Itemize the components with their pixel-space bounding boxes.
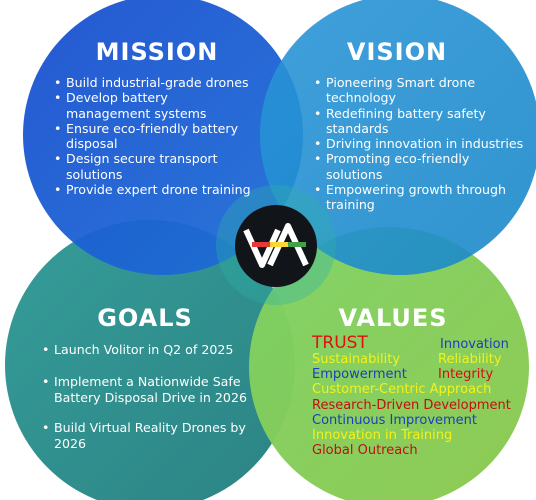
mission-item: Build industrial-grade drones bbox=[52, 75, 292, 91]
goals-title: GOALS bbox=[97, 304, 193, 332]
value-word: Global Outreach bbox=[312, 443, 418, 458]
goals-item: Implement a Nationwide Safe Battery Disp… bbox=[40, 374, 264, 406]
value-word: Integrity bbox=[438, 367, 494, 382]
vision-item: Redefining battery safety standards bbox=[312, 106, 521, 137]
mission-title: MISSION bbox=[95, 38, 219, 66]
vision-item: Empowering growth through training bbox=[312, 182, 526, 213]
value-word: Reliability bbox=[438, 352, 502, 367]
mission-section: MISSION Build industrial-grade drones De… bbox=[52, 38, 292, 198]
vision-item: Pioneering Smart drone technology bbox=[312, 75, 501, 106]
vision-section: VISION Pioneering Smart drone technology… bbox=[312, 38, 532, 213]
goals-list: Launch Volitor in Q2 of 2025 Implement a… bbox=[40, 342, 280, 452]
mission-item: Develop battery management systems bbox=[52, 90, 236, 121]
vision-list: Pioneering Smart drone technology Redefi… bbox=[312, 75, 532, 213]
vision-item: Driving innovation in industries bbox=[312, 136, 532, 152]
vision-title: VISION bbox=[346, 38, 448, 66]
values-title: VALUES bbox=[338, 304, 448, 332]
values-circle bbox=[249, 227, 529, 500]
logo-stripe-red bbox=[252, 242, 270, 247]
goals-item: Launch Volitor in Q2 of 2025 bbox=[40, 342, 280, 358]
value-word: Research-Driven Development bbox=[312, 398, 511, 413]
logo-stripe-green bbox=[288, 242, 306, 247]
mission-item: Provide expert drone training bbox=[52, 182, 292, 198]
goals-section: GOALS Launch Volitor in Q2 of 2025 Imple… bbox=[40, 304, 280, 466]
value-word: Sustainability bbox=[312, 352, 401, 367]
value-word: Empowerment bbox=[312, 367, 407, 382]
logo-v-stroke bbox=[243, 228, 281, 268]
logo-badge bbox=[235, 205, 317, 287]
value-word: TRUST bbox=[312, 333, 368, 353]
mission-list: Build industrial-grade drones Develop ba… bbox=[52, 75, 292, 198]
goals-item: Build Virtual Reality Drones by 2026 bbox=[40, 420, 264, 452]
values-section: VALUES bbox=[300, 304, 486, 332]
mission-item: Design secure transport solutions bbox=[52, 151, 236, 182]
value-word: Innovation bbox=[440, 337, 509, 352]
value-word: Customer-Centric Approach bbox=[312, 382, 492, 397]
logo-a-stroke bbox=[267, 223, 309, 267]
value-word: Continuous Improvement bbox=[312, 413, 478, 428]
value-word: Innovation in Training bbox=[312, 428, 453, 443]
mission-item: Ensure eco-friendly battery disposal bbox=[52, 121, 256, 152]
vision-item: Promoting eco-friendly solutions bbox=[312, 151, 496, 182]
logo-stripe-yellow bbox=[270, 242, 288, 247]
